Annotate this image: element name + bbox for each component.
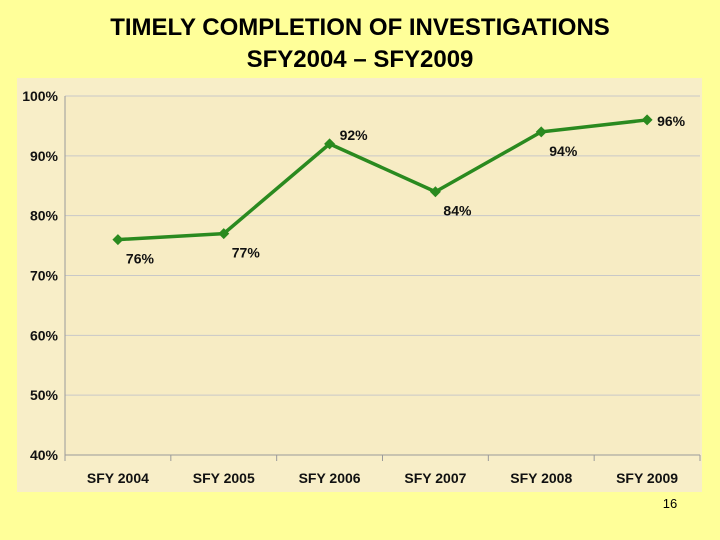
y-tick-label: 100%	[22, 88, 58, 104]
x-tick-label: SFY 2006	[299, 470, 361, 486]
y-tick-label: 60%	[30, 327, 59, 343]
line-chart: 40% 50% 60% 70% 80% 90% 100% SFY 2004 SFY 2005 SF…	[22, 88, 701, 486]
page-number: 16	[662, 496, 678, 511]
chart-area: 40% 50% 60% 70% 80% 90% 100% SFY 2004 SFY 2005 SF…	[17, 78, 702, 492]
data-label: 77%	[232, 245, 261, 261]
data-point-marker	[324, 138, 336, 150]
data-label: 92%	[340, 127, 369, 143]
data-label: 96%	[657, 113, 686, 129]
x-tick-label: SFY 2009	[616, 470, 678, 486]
series-line	[117, 118, 648, 242]
y-tick-label: 70%	[30, 268, 59, 284]
data-point-marker	[112, 234, 124, 246]
data-label: 76%	[126, 251, 155, 267]
x-tick-label: SFY 2005	[193, 470, 255, 486]
y-tick-label: 80%	[30, 208, 59, 224]
slide-title-line-1: TIMELY COMPLETION OF INVESTIGATIONS	[110, 14, 610, 41]
slide-title: TIMELY COMPLETION OF INVESTIGATIONS SFY2…	[0, 12, 720, 76]
slide-title-line-2: SFY2004 – SFY2009	[246, 46, 474, 73]
data-point-marker	[429, 186, 441, 198]
data-label: 94%	[549, 143, 578, 159]
x-tick-label: SFY 2007	[404, 470, 466, 486]
y-tick-label: 50%	[30, 387, 59, 403]
data-label: 84%	[443, 203, 472, 219]
x-tick-label: SFY 2008	[510, 470, 572, 486]
y-tick-label: 90%	[30, 148, 59, 164]
data-point-marker	[641, 114, 653, 126]
data-point-marker	[218, 228, 230, 240]
x-tick-label: SFY 2004	[87, 470, 149, 486]
y-tick-label: 40%	[30, 447, 59, 463]
